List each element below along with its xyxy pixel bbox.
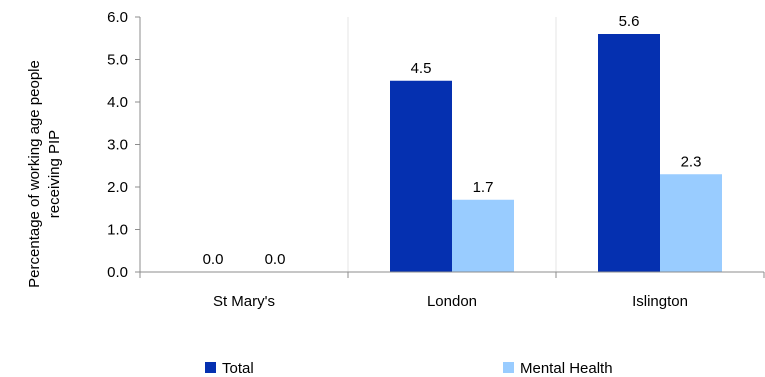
- bar-mental-health: [452, 199, 514, 272]
- data-labels: 0.0 4.5 5.6 0.0 1.7 2.3: [203, 13, 702, 268]
- axes: 0.0 1.0 2.0 3.0 4.0 5.0 6.0 St Mary's London Isli…: [107, 9, 765, 310]
- x-category-label: London: [427, 293, 477, 310]
- y-axis-title-line: Percentage of working age people: [26, 60, 43, 288]
- y-tick-label: 1.0: [107, 222, 128, 239]
- legend-swatch: [205, 362, 216, 373]
- bar-total: [598, 34, 660, 272]
- x-category-label: St Mary's: [213, 293, 275, 310]
- data-label: 0.0: [265, 251, 286, 268]
- bars: [390, 34, 722, 272]
- y-tick-label: 3.0: [107, 137, 128, 154]
- grid-lines: [347, 17, 557, 272]
- legend-label: Mental Health: [520, 360, 613, 377]
- legend-swatch: [503, 362, 514, 373]
- y-axis-title-line: receiving PIP: [46, 130, 63, 218]
- data-label: 5.6: [619, 13, 640, 30]
- bar-mental-health: [660, 174, 722, 272]
- y-tick-label: 4.0: [107, 94, 128, 111]
- y-tick-label: 2.0: [107, 179, 128, 196]
- data-label: 0.0: [203, 251, 224, 268]
- data-label: 1.7: [473, 179, 494, 196]
- x-category-label: Islington: [632, 293, 688, 310]
- legend-label: Total: [222, 360, 254, 377]
- y-tick-label: 5.0: [107, 52, 128, 69]
- data-label: 2.3: [681, 153, 702, 170]
- y-tick-label: 0.0: [107, 264, 128, 281]
- legend: Total Mental Health: [205, 360, 613, 377]
- y-axis-title: Percentage of working age people receivin…: [26, 60, 63, 288]
- bar-total: [390, 80, 452, 272]
- y-tick-label: 6.0: [107, 9, 128, 26]
- data-label: 4.5: [411, 60, 432, 77]
